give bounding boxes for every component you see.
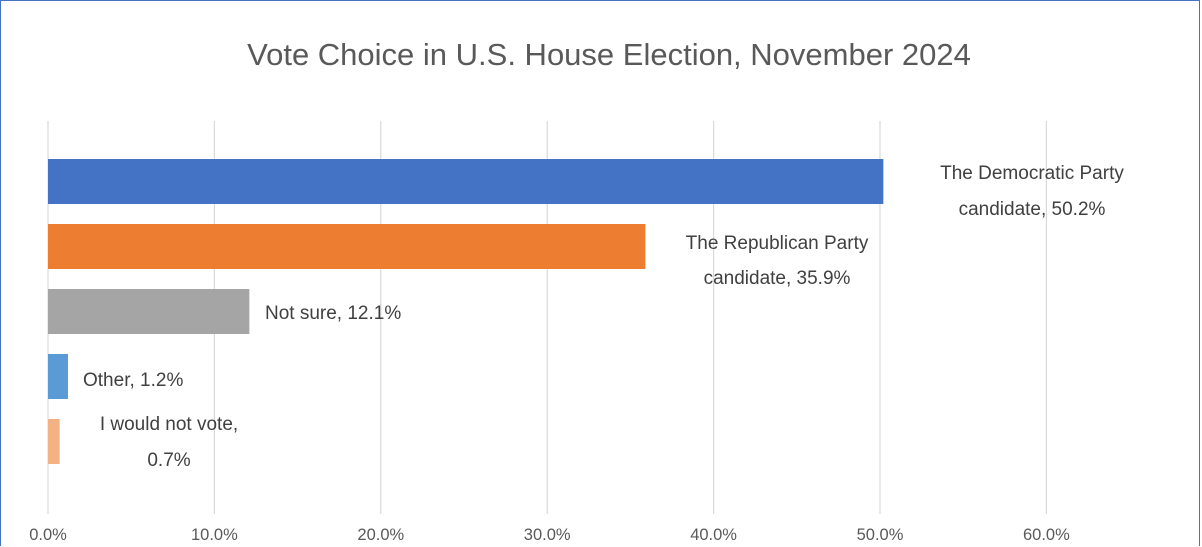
- bar-data-label: 0.7%: [147, 450, 190, 471]
- x-tick-label: 30.0%: [524, 526, 571, 544]
- bar-data-label: Other, 1.2%: [83, 370, 183, 391]
- bars: [48, 159, 884, 464]
- bar: [48, 354, 68, 399]
- bar-data-label: I would not vote,: [100, 414, 238, 435]
- bar-data-label: Not sure, 12.1%: [265, 303, 401, 324]
- chart-title: Vote Choice in U.S. House Election, Nove…: [247, 37, 971, 72]
- bar: [48, 419, 60, 464]
- bar-data-label: candidate, 35.9%: [704, 268, 851, 289]
- bar: [48, 289, 250, 334]
- x-tick-label: 40.0%: [690, 526, 737, 544]
- data-labels: The Democratic Party candidate, 50.2% The …: [83, 163, 1124, 471]
- bar-data-label: candidate, 50.2%: [959, 199, 1106, 220]
- x-tick-label: 0.0%: [29, 526, 67, 544]
- bar: [48, 159, 884, 204]
- x-tick-label: 10.0%: [191, 526, 238, 544]
- bar-data-label: The Democratic Party: [940, 163, 1124, 184]
- x-axis-ticks: 0.0% 10.0% 20.0% 30.0% 40.0% 50.0% 60.0%: [29, 526, 1070, 544]
- x-tick-label: 60.0%: [1023, 526, 1070, 544]
- x-tick-label: 20.0%: [357, 526, 404, 544]
- x-tick-label: 50.0%: [857, 526, 904, 544]
- bar-data-label: The Republican Party: [686, 233, 869, 254]
- bar: [48, 224, 646, 269]
